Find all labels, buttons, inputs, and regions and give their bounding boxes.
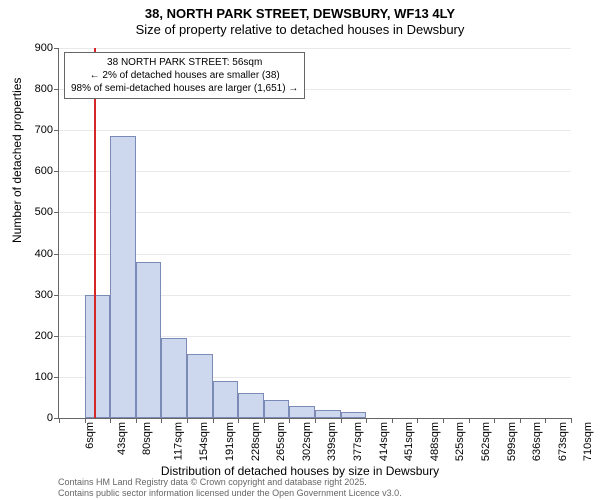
gridline (59, 130, 571, 131)
marker-line (94, 48, 96, 418)
x-tick-label: 154sqm (199, 422, 211, 461)
x-tick-label: 451sqm (403, 422, 415, 461)
x-tick (85, 418, 86, 423)
gridline (59, 171, 571, 172)
x-tick (110, 418, 111, 423)
title-block: 38, NORTH PARK STREET, DEWSBURY, WF13 4L… (0, 0, 600, 39)
x-tick-label: 80sqm (141, 422, 153, 455)
x-tick-label: 525sqm (455, 422, 467, 461)
y-tick-label: 700 (35, 124, 59, 136)
gridline (59, 254, 571, 255)
x-tick-label: 488sqm (429, 422, 441, 461)
histogram-bar (264, 400, 290, 419)
histogram-bar (315, 410, 341, 418)
x-tick-label: 117sqm (172, 422, 184, 460)
y-tick-label: 600 (35, 165, 59, 177)
y-tick-label: 400 (35, 248, 59, 260)
y-axis-label: Number of detached properties (10, 78, 24, 243)
x-tick (341, 418, 342, 423)
x-tick-label: 302sqm (301, 422, 313, 461)
x-tick (187, 418, 188, 423)
x-tick-label: 6sqm (84, 422, 96, 449)
annotation-line3: 98% of semi-detached houses are larger (… (71, 82, 298, 95)
histogram-bar (289, 406, 315, 418)
x-tick (366, 418, 367, 423)
x-tick-label: 339sqm (327, 422, 339, 461)
x-tick (161, 418, 162, 423)
histogram-bar (238, 393, 264, 418)
x-axis-label: Distribution of detached houses by size … (0, 464, 600, 478)
x-tick (545, 418, 546, 423)
annotation-line2: ← 2% of detached houses are smaller (38) (71, 69, 298, 82)
x-tick-label: 710sqm (583, 422, 595, 461)
x-tick (315, 418, 316, 423)
gridline (59, 48, 571, 49)
x-tick-label: 599sqm (506, 422, 518, 461)
annotation-line1: 38 NORTH PARK STREET: 56sqm (71, 56, 298, 69)
x-tick (238, 418, 239, 423)
footer-line1: Contains HM Land Registry data © Crown c… (58, 477, 402, 488)
annotation-box: 38 NORTH PARK STREET: 56sqm ← 2% of deta… (64, 52, 305, 99)
x-tick-label: 636sqm (531, 422, 543, 461)
histogram-bar (341, 412, 367, 418)
x-tick (494, 418, 495, 423)
plot-area: 01002003004005006007008009006sqm43sqm80s… (58, 48, 570, 418)
x-tick (289, 418, 290, 423)
histogram-bar (136, 262, 162, 418)
x-tick (264, 418, 265, 423)
y-tick-label: 800 (35, 83, 59, 95)
x-tick-label: 43sqm (116, 422, 128, 455)
chart-container: 38, NORTH PARK STREET, DEWSBURY, WF13 4L… (0, 0, 600, 500)
x-tick (469, 418, 470, 423)
title-sub: Size of property relative to detached ho… (0, 22, 600, 38)
x-tick-label: 562sqm (480, 422, 492, 461)
x-tick (136, 418, 137, 423)
x-tick (520, 418, 521, 423)
x-tick-label: 265sqm (275, 422, 287, 461)
y-tick-label: 0 (47, 412, 59, 424)
x-tick (571, 418, 572, 423)
gridline (59, 212, 571, 213)
y-tick-label: 500 (35, 206, 59, 218)
histogram-bar (110, 136, 136, 418)
y-tick-label: 200 (35, 330, 59, 342)
x-tick-label: 377sqm (352, 422, 364, 461)
y-tick-label: 900 (35, 42, 59, 54)
histogram-bar (161, 338, 187, 418)
x-tick (59, 418, 60, 423)
histogram-bar (187, 354, 213, 418)
histogram-bar (85, 295, 111, 418)
y-tick-label: 100 (35, 371, 59, 383)
y-tick-label: 300 (35, 289, 59, 301)
x-tick (392, 418, 393, 423)
x-tick-label: 228sqm (250, 422, 262, 461)
x-tick-label: 414sqm (378, 422, 390, 461)
x-tick (213, 418, 214, 423)
footer: Contains HM Land Registry data © Crown c… (58, 477, 402, 499)
footer-line2: Contains public sector information licen… (58, 488, 402, 499)
x-tick-label: 673sqm (557, 422, 569, 461)
title-main: 38, NORTH PARK STREET, DEWSBURY, WF13 4L… (0, 6, 600, 22)
x-tick (417, 418, 418, 423)
x-tick (443, 418, 444, 423)
histogram-bar (213, 381, 239, 418)
x-tick-label: 191sqm (224, 422, 236, 461)
